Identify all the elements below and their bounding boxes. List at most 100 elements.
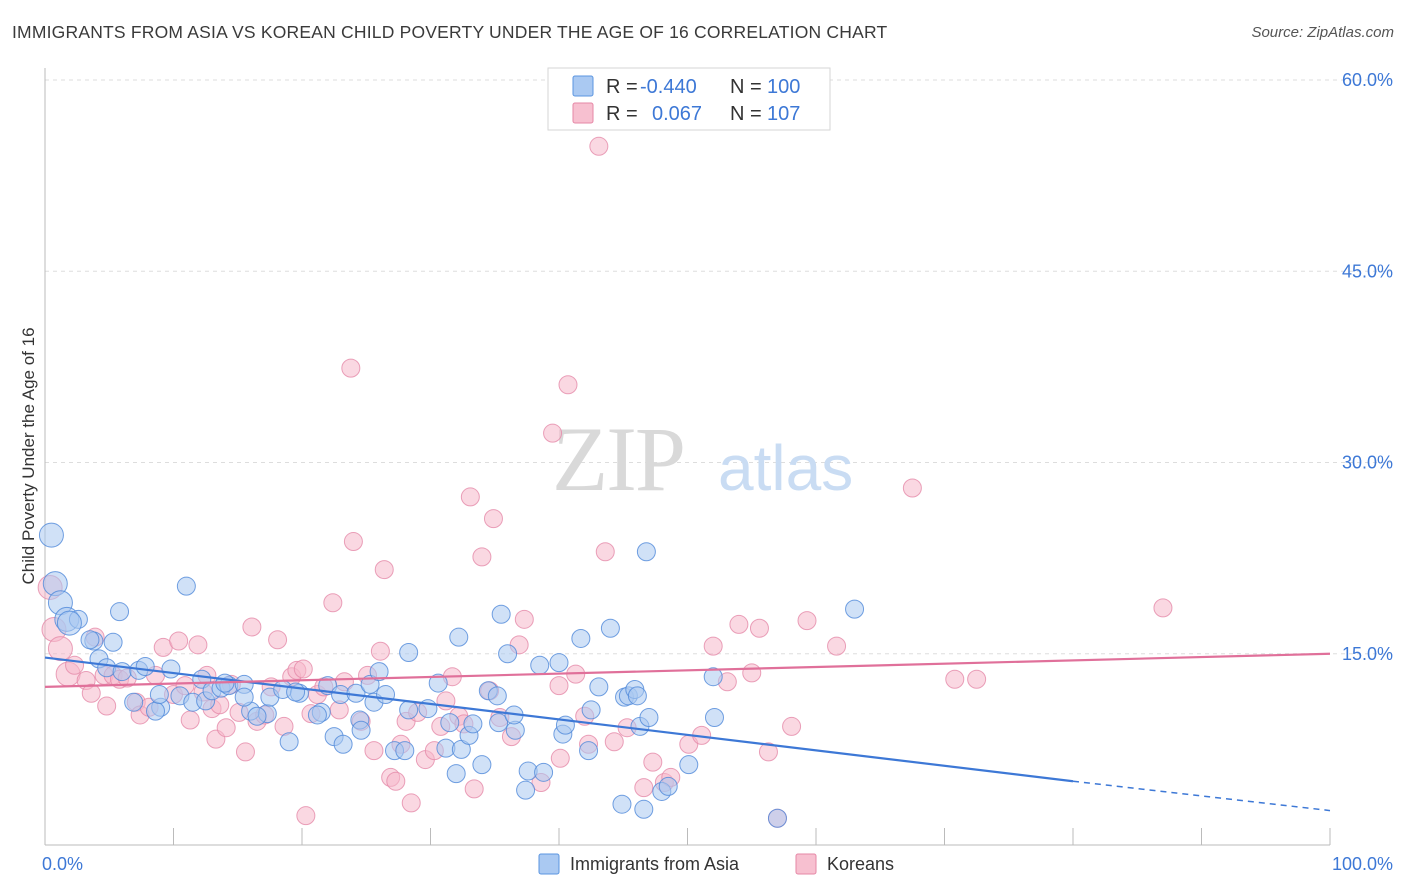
asia-point: [767, 808, 787, 828]
korean-point: [483, 509, 503, 529]
watermark-atlas: atlas: [718, 432, 853, 504]
asia-point: [516, 780, 536, 800]
korean-point: [364, 741, 384, 761]
grid-lines: [45, 79, 1392, 655]
asia-point: [279, 732, 299, 752]
asia-point: [845, 599, 865, 619]
korean-point: [169, 631, 189, 651]
asia-point: [161, 659, 181, 679]
asia-point: [589, 677, 609, 697]
korean-point: [472, 547, 492, 567]
asia-point: [658, 776, 678, 796]
asia-point: [369, 662, 389, 682]
korean-point: [749, 618, 769, 638]
korean-point: [188, 635, 208, 655]
korean-point: [758, 742, 778, 762]
asia-point: [703, 667, 723, 687]
asia-point: [80, 630, 100, 650]
asia-point: [307, 705, 327, 725]
asia-point: [581, 700, 601, 720]
asia-point: [571, 628, 591, 648]
korean-point: [514, 609, 534, 629]
series-legend-swatch-koreans: [795, 853, 817, 875]
asia-trend-line: [44, 656, 1074, 783]
legend-r-value-koreans: 0.067: [652, 103, 702, 125]
series-legend-swatch-asia: [538, 853, 560, 875]
korean-point: [268, 630, 288, 650]
y-tick-label: 15.0%: [1342, 644, 1393, 664]
korean-point: [827, 636, 847, 656]
chart-title: IMMIGRANTS FROM ASIA VS KOREAN CHILD POV…: [12, 22, 888, 42]
korean-point: [242, 617, 262, 637]
source-credit: Source: ZipAtlas.com: [1251, 24, 1394, 41]
asia-point: [395, 741, 415, 761]
korean-point: [97, 696, 117, 716]
asia-point: [472, 755, 492, 775]
asia-point: [428, 673, 448, 693]
legend-r-value-asia: -0.440: [640, 76, 697, 98]
asia-point: [149, 685, 169, 705]
korean-point: [945, 669, 965, 689]
korean-point: [902, 478, 922, 498]
asia-point: [491, 604, 511, 624]
watermark-zip: ZIP: [552, 408, 684, 510]
asia-point: [446, 764, 466, 784]
korean-point: [460, 487, 480, 507]
asia-point: [56, 610, 82, 636]
asia-point: [530, 655, 550, 675]
korean-point: [543, 423, 563, 443]
x-tick-label: 0.0%: [42, 854, 83, 874]
watermark: ZIP atlas: [552, 408, 853, 510]
korean-point: [558, 375, 578, 395]
korean-point: [216, 718, 236, 738]
korean-point: [589, 136, 609, 156]
asia-point: [38, 522, 64, 548]
korean-point: [464, 779, 484, 799]
korean-point: [341, 358, 361, 378]
korean-point: [370, 641, 390, 661]
korean-point: [323, 593, 343, 613]
asia-point: [146, 701, 166, 721]
korean-point: [595, 542, 615, 562]
korean-point: [81, 683, 101, 703]
asia-point: [579, 741, 599, 761]
korean-point: [386, 771, 406, 791]
asia-point: [634, 799, 654, 819]
korean-point: [180, 710, 200, 730]
korean-point: [729, 614, 749, 634]
legend-r-label: R =: [606, 103, 638, 125]
asia-point: [639, 708, 659, 727]
korean-point: [742, 663, 762, 683]
korean-point: [401, 793, 421, 813]
y-tick-label: 60.0%: [1342, 70, 1393, 90]
korean-point: [703, 636, 723, 656]
asia-point: [449, 627, 469, 647]
series-legend: Immigrants from Asia Koreans: [538, 853, 894, 875]
legend-n-label: N =: [730, 103, 762, 125]
korean-point: [296, 806, 316, 826]
asia-point: [333, 734, 353, 754]
asia-point: [440, 713, 460, 733]
korean-point: [549, 676, 569, 696]
asia-point: [351, 720, 371, 740]
asia-point: [534, 762, 554, 782]
asia-point: [489, 713, 509, 733]
korean-point: [1153, 598, 1173, 618]
legend-swatch-koreans: [572, 102, 594, 124]
asia-point: [704, 708, 724, 727]
korean-point: [797, 611, 817, 631]
asia-point: [135, 657, 155, 676]
asia-point: [103, 632, 123, 652]
series-legend-label-koreans: Koreans: [827, 854, 894, 874]
asia-point: [124, 692, 144, 712]
korean-point: [643, 752, 663, 772]
trend-lines: [44, 652, 1331, 812]
asia-point: [498, 644, 518, 664]
korean-point: [604, 732, 624, 752]
y-tick-label: 45.0%: [1342, 261, 1393, 281]
korean-point: [967, 669, 987, 689]
asia-point: [636, 542, 656, 562]
asia-point: [679, 755, 699, 775]
legend-n-value-asia: 100: [767, 76, 800, 98]
korean-point: [293, 659, 313, 679]
